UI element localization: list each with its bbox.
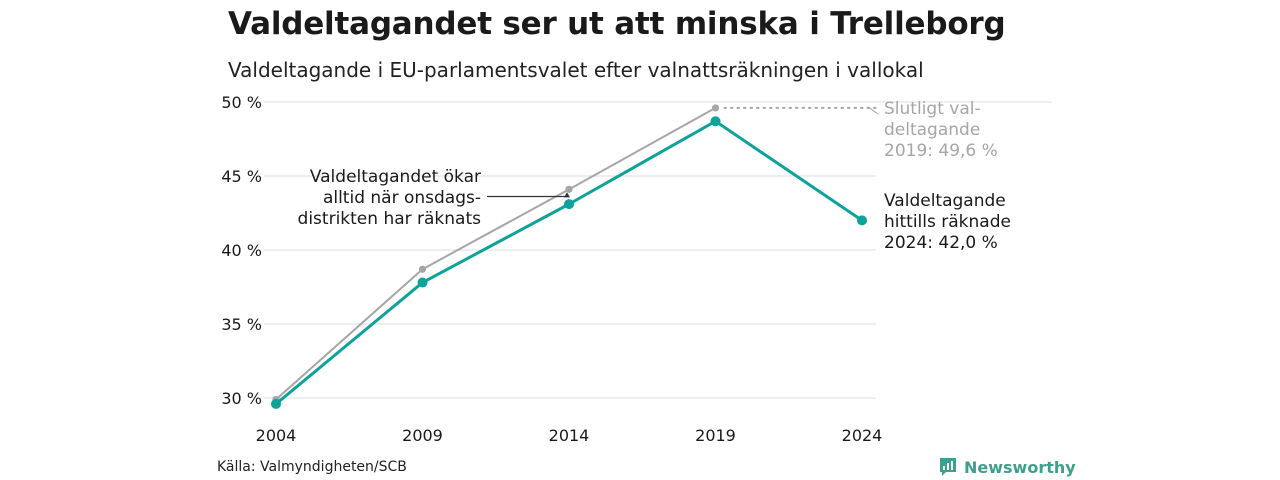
y-tick-label: 30 % — [221, 389, 262, 408]
y-tick-label: 35 % — [221, 315, 262, 334]
chart-subtitle: Valdeltagande i EU-parlamentsvalet efter… — [228, 58, 924, 82]
y-tick-label: 40 % — [221, 241, 262, 260]
y-tick-label: 50 % — [221, 93, 262, 112]
x-tick-label: 2024 — [842, 426, 883, 445]
annotation-left-line: distrikten har räknats — [298, 209, 482, 229]
counted-series-line — [275, 119, 863, 406]
counted-data-point — [417, 277, 428, 288]
brand-logo: Newsworthy — [938, 456, 1076, 478]
final-series-line — [275, 107, 716, 401]
newsworthy-logo-icon — [940, 458, 956, 476]
final-data-point — [565, 185, 573, 193]
x-tick-label: 2019 — [695, 426, 736, 445]
counted-data-point — [710, 116, 721, 127]
counted-turnout-label-line: 2024: 42,0 % — [884, 233, 998, 253]
y-tick-label: 45 % — [221, 167, 262, 186]
grid-lines — [264, 101, 1052, 399]
counted-data-point — [857, 215, 867, 226]
final-data-point — [418, 265, 427, 273]
counted-data-point — [564, 199, 574, 210]
counted-turnout-label-line: Valdeltagande — [884, 191, 1006, 211]
annotation-left-line: Valdeltagandet ökar — [310, 167, 481, 187]
y-axis-labels: 30 % 35 % 40 % 45 % 50 % — [221, 93, 262, 408]
chart-title: Valdeltagandet ser ut att minska i Trell… — [228, 6, 1006, 42]
final-data-point — [711, 104, 720, 112]
counted-turnout-label-line: hittills räknade — [884, 212, 1011, 232]
x-tick-label: 2009 — [402, 426, 443, 445]
x-tick-label: 2004 — [256, 426, 297, 445]
annotation-left-line: alltid när onsdags- — [323, 188, 481, 208]
series-lines — [271, 104, 867, 409]
x-tick-label: 2014 — [549, 426, 590, 445]
final-turnout-label-line: deltagande — [884, 120, 980, 140]
final-leader-tick — [867, 106, 879, 115]
x-axis-labels: 2004 2009 2014 2019 2024 — [256, 426, 883, 445]
final-turnout-label-line: Slutligt val- — [884, 99, 981, 119]
counted-data-point — [271, 398, 281, 409]
source-note: Källa: Valmyndigheten/SCB — [217, 459, 407, 475]
final-turnout-label-line: 2019: 49,6 % — [884, 141, 998, 161]
annotation-arrow-head — [564, 192, 570, 198]
brand-name: Newsworthy — [964, 457, 1076, 477]
